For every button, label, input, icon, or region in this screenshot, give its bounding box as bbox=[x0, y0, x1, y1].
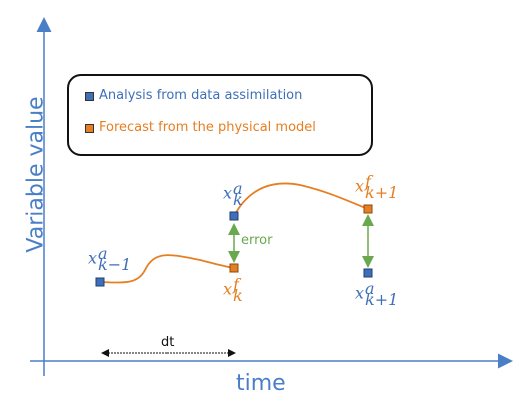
error-label: error bbox=[241, 233, 273, 248]
label-xa-kp1: x a k+1 bbox=[355, 279, 399, 309]
label-xf-kp1: x f k+1 bbox=[355, 172, 399, 202]
y-axis-title: Variable value bbox=[23, 96, 49, 253]
forecast-swatch-icon bbox=[85, 124, 94, 133]
analysis-swatch-icon bbox=[85, 92, 94, 101]
dt-label: dt bbox=[161, 335, 175, 350]
legend-label-forecast: Forecast from the physical model bbox=[99, 120, 316, 135]
forecast-curve-1 bbox=[99, 254, 235, 284]
analysis-marker-kp1 bbox=[363, 268, 373, 278]
analysis-marker-km1 bbox=[95, 277, 105, 287]
forecast-marker-k bbox=[229, 263, 239, 273]
x-axis-title: time bbox=[236, 371, 286, 396]
legend: Analysis from data assimilation Forecast… bbox=[67, 74, 373, 156]
legend-label-analysis: Analysis from data assimilation bbox=[99, 88, 303, 103]
label-xa-km1: x a k−1 bbox=[88, 244, 132, 274]
forecast-marker-kp1 bbox=[363, 204, 373, 214]
analysis-marker-k bbox=[229, 211, 239, 221]
forecast-curve-2 bbox=[233, 182, 369, 217]
